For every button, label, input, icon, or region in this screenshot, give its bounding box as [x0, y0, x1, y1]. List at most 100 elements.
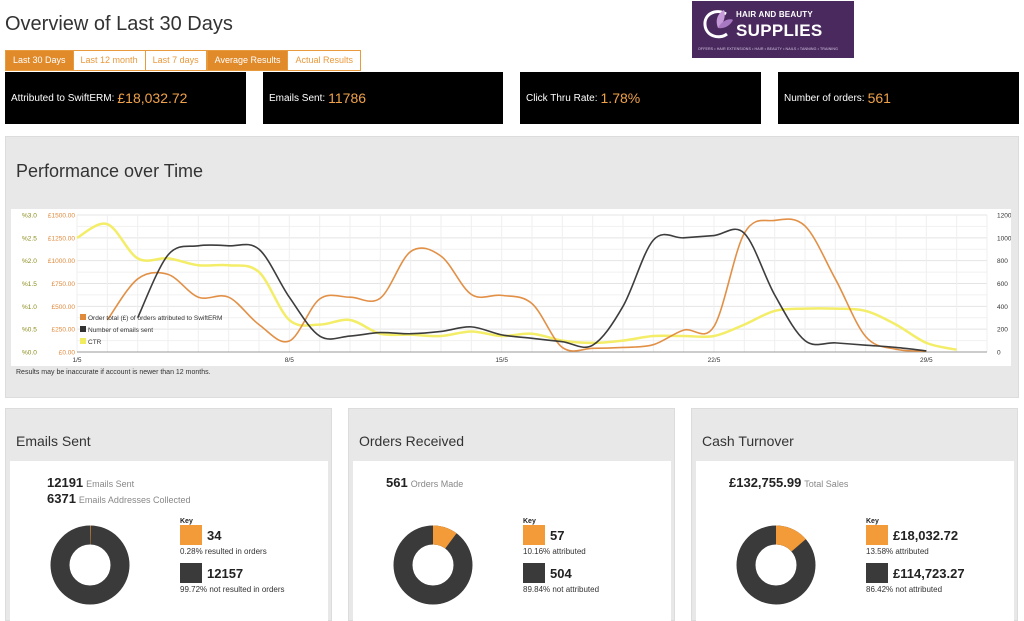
- emails-sent-value: 12191: [47, 475, 84, 490]
- orders-key-2-value: 504: [550, 566, 572, 581]
- donut-hole: [70, 545, 110, 585]
- y-right-tick: 400: [997, 304, 1008, 311]
- filter-toolbar: Last 30 Days Last 12 month Last 7 days A…: [5, 50, 362, 71]
- stat-orders-value: 561: [867, 90, 891, 106]
- emails-key-1-value: 34: [207, 528, 222, 543]
- stat-emails-value: 11786: [328, 90, 367, 106]
- logo-line-1: HAIR AND BEAUTY: [736, 10, 813, 19]
- emails-key-row-2: 12157 99.72% not resulted in orders: [180, 563, 285, 601]
- x-tick-label: 29/5: [920, 357, 933, 364]
- performance-chart-svg: %0.0 %0.5 %1.0 %1.5 %2.0 %2.5 %3.0 £0.00 £250.00…: [22, 213, 1012, 365]
- x-tick-label: 15/5: [495, 357, 508, 364]
- cash-key-1-value: £18,032.72: [893, 528, 959, 543]
- y-right-tick: 0: [997, 350, 1001, 357]
- y-left-ctr-tick: %2.5: [22, 235, 37, 242]
- dark-swatch: [866, 563, 888, 583]
- total-sales-label: Total Sales: [804, 479, 849, 489]
- cash-panel: Cash Turnover £132,755.99 Total Sales Key…: [691, 408, 1018, 621]
- orders-key-2-desc: 89.84% not attributed: [523, 585, 600, 594]
- orders-panel-title: Orders Received: [359, 433, 465, 449]
- donut-hole: [756, 545, 796, 585]
- cash-key-row-1: £18,032.72 13.58% attributed: [866, 525, 958, 563]
- emails-key-2-value: 12157: [207, 566, 244, 581]
- cash-key-1-desc: 13.58% attributed: [866, 547, 929, 556]
- orders-key-1-value: 57: [550, 528, 565, 543]
- logo-line-2: SUPPLIES: [736, 21, 823, 40]
- y-right-tick: 600: [997, 281, 1008, 288]
- y-left-order-tick: £500.00: [52, 304, 76, 311]
- stat-orders-label: Number of orders:: [784, 92, 865, 104]
- emails-collected-value: 6371: [47, 491, 76, 506]
- emails-key: Key 34 0.28% resulted in orders 12157 99…: [180, 518, 285, 601]
- cash-key: Key £18,032.72 13.58% attributed £114,72…: [866, 518, 965, 601]
- y-right-tick: 1000: [997, 235, 1011, 242]
- y-right-tick: 200: [997, 327, 1008, 334]
- y-left-ctr-tick: %2.0: [22, 258, 37, 265]
- performance-title: Performance over Time: [16, 161, 204, 181]
- performance-chart: %0.0 %0.5 %1.0 %1.5 %2.0 %2.5 %3.0 £0.00 £250.00…: [11, 209, 1012, 366]
- x-tick-label: 8/5: [285, 357, 294, 364]
- series-line-ctr: [76, 222, 957, 351]
- cash-key-2-value: £114,723.27: [893, 566, 965, 581]
- emails-sent-total: 12191 Emails Sent: [47, 475, 134, 490]
- y-left-ctr-tick: %0.0: [22, 350, 37, 357]
- emails-donut: [50, 525, 130, 605]
- series-line-emails: [136, 228, 927, 352]
- actual-results-button[interactable]: Actual Results: [288, 50, 362, 71]
- last-7-days-button[interactable]: Last 7 days: [145, 50, 207, 71]
- brand-logo-icon: [703, 10, 733, 39]
- stat-attributed-value: £18,032.72: [117, 90, 188, 106]
- result-button-group: Average Results Actual Results: [206, 50, 362, 71]
- last-30-days-button[interactable]: Last 30 Days: [5, 50, 74, 71]
- orders-made-label: Orders Made: [410, 479, 464, 489]
- y-left-order-tick: £1000.00: [48, 258, 75, 265]
- orders-key-row-2: 504 89.84% not attributed: [523, 563, 599, 601]
- orders-key: Key 57 10.16% attributed 504 89.84% not …: [523, 518, 599, 601]
- y-left-ctr-tick: %3.0: [22, 213, 37, 220]
- emails-panel-body: 12191 Emails Sent 6371 Emails Addresses Co…: [10, 461, 328, 621]
- emails-key-1-desc: 0.28% resulted in orders: [180, 547, 267, 556]
- donut-attributed-slice: [736, 525, 816, 605]
- emails-collected-label: Emails Addresses Collected: [78, 495, 191, 505]
- legend-swatch: [80, 338, 86, 344]
- series-line-order: [106, 218, 927, 352]
- average-results-button[interactable]: Average Results: [206, 50, 289, 71]
- x-tick-label: 1/5: [72, 357, 81, 364]
- last-12-month-button[interactable]: Last 12 month: [73, 50, 146, 71]
- y-left-order-tick: £1250.00: [48, 235, 75, 242]
- brand-logo: HAIR AND BEAUTY SUPPLIES OFFERS • HAIR E…: [692, 1, 854, 58]
- accent-swatch: [180, 525, 202, 545]
- total-sales: £132,755.99 Total Sales: [729, 475, 848, 490]
- emails-sent-label: Emails Sent: [86, 479, 135, 489]
- emails-collected-total: 6371 Emails Addresses Collected: [47, 491, 190, 506]
- y-left-ctr-tick: %0.5: [22, 327, 37, 334]
- orders-donut: [393, 525, 473, 605]
- cash-panel-title: Cash Turnover: [702, 433, 794, 449]
- stat-emails-label: Emails Sent:: [269, 92, 326, 104]
- performance-panel: Performance over Time %0.0 %0.5 %1.0 %1.5 %2…: [5, 136, 1019, 398]
- orders-panel-body: 561 Orders Made Key 57 10.16% attributed …: [353, 461, 671, 621]
- legend-swatch: [80, 314, 86, 320]
- chart-legend: Order total (£) of orders attributed to …: [80, 314, 222, 346]
- legend-entry: CTR: [88, 339, 102, 346]
- orders-key-label: Key: [523, 518, 536, 525]
- dark-swatch: [523, 563, 545, 583]
- orders-made-total: 561 Orders Made: [386, 475, 463, 490]
- stat-ctr-label: Click Thru Rate:: [526, 92, 598, 104]
- performance-note: Results may be inaccurate if account is …: [16, 369, 211, 376]
- legend-swatch: [80, 326, 86, 332]
- x-tick-label: 22/5: [708, 357, 721, 364]
- stat-attributed-label: Attributed to SwiftERM:: [11, 92, 115, 104]
- y-left-order-tick: £1500.00: [48, 213, 75, 220]
- total-sales-value: £132,755.99: [729, 475, 802, 490]
- legend-entry: Order total (£) of orders attributed to …: [88, 315, 222, 322]
- donut-hole: [413, 545, 453, 585]
- cash-donut: [736, 525, 816, 605]
- range-button-group: Last 30 Days Last 12 month Last 7 days: [5, 50, 207, 71]
- y-left-order-tick: £750.00: [52, 281, 76, 288]
- stat-orders: Number of orders: 561: [778, 72, 1019, 124]
- emails-key-label: Key: [180, 518, 193, 525]
- cash-key-label: Key: [866, 518, 879, 525]
- stat-ctr: Click Thru Rate: 1.78%: [520, 72, 761, 124]
